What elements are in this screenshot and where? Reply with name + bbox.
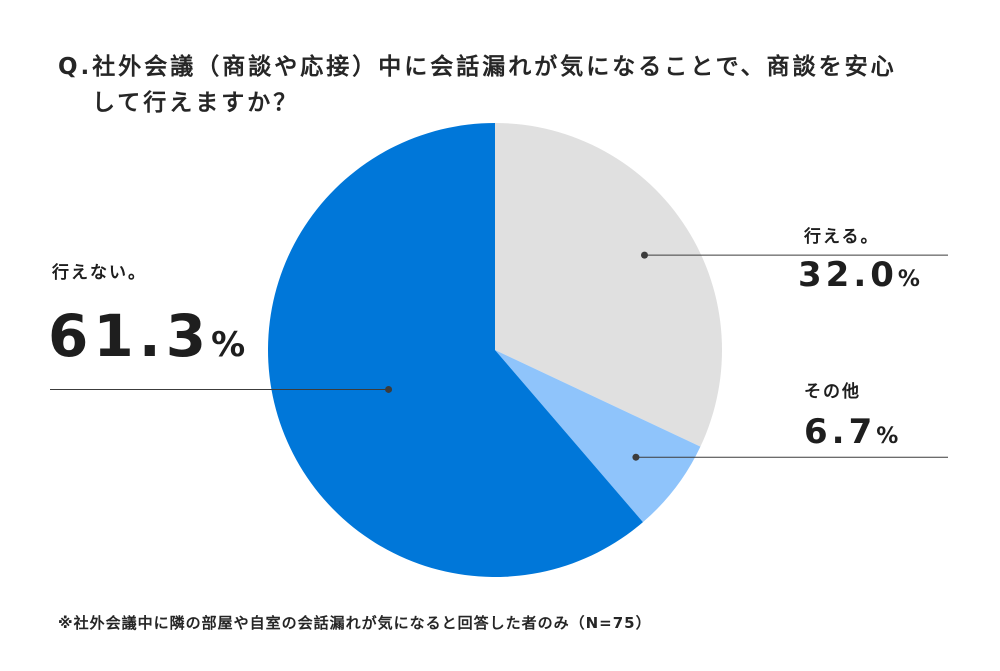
leader-lines <box>50 251 948 461</box>
slice-value-ienai-number: 61.3 <box>48 302 212 370</box>
slice-value-sonota-number: 6.7 <box>804 412 877 452</box>
leader-dot-sonota <box>632 453 640 461</box>
chart-title-line-1: Q.社外会議（商談や応接）中に会話漏れが気になることで、商談を安心 <box>58 54 897 80</box>
slice-value-sonota-unit: % <box>876 424 899 449</box>
slice-value-ieru-unit: % <box>897 267 920 292</box>
slice-label-ienai: 行えない。 <box>52 263 147 283</box>
pie-slice-ieru <box>495 123 722 447</box>
slice-value-ienai: 61.3% <box>48 307 245 365</box>
slice-label-sonota: その他 <box>804 382 861 402</box>
pie-slice-ienai <box>267 122 643 578</box>
leader-dot-ieru <box>640 251 648 259</box>
pie-slices <box>267 122 722 578</box>
leader-dot-ienai <box>385 385 393 393</box>
slice-label-ieru: 行える。 <box>804 227 880 247</box>
slice-value-ieru: 32.0% <box>798 258 920 292</box>
pie-slice-sonota <box>495 350 701 523</box>
slice-value-sonota: 6.7% <box>804 415 898 449</box>
chart-title-line-2: して行えますか？ <box>92 90 300 116</box>
slice-value-ieru-number: 32.0 <box>798 255 898 295</box>
slice-value-ienai-unit: % <box>211 325 246 365</box>
footnote: ※社外会議中に隣の部屋や自室の会話漏れが気になると回答した者のみ（N=75） <box>58 614 652 632</box>
